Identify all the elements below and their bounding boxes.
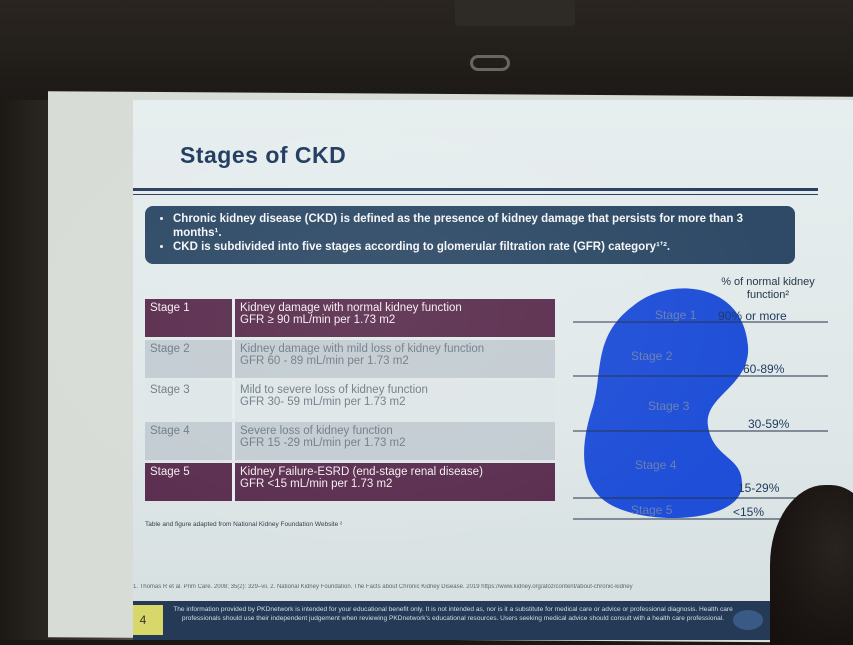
kidney-stage-label: Stage 3 bbox=[648, 399, 690, 413]
kidney-stage-label: Stage 5 bbox=[631, 503, 673, 517]
kidney-stage-label: Stage 4 bbox=[635, 458, 677, 472]
kidney-pct-label: <15% bbox=[733, 505, 764, 519]
kidney-pct-label: 30-59% bbox=[748, 417, 790, 431]
kidney-function-header: % of normal kidney function² bbox=[721, 276, 815, 301]
stage-label: Stage 3 bbox=[145, 381, 235, 419]
stage-gfr-text: GFR 30- 59 mL/min per 1.73 m2 bbox=[240, 396, 406, 408]
stage-description: Mild to severe loss of kidney function G… bbox=[235, 381, 555, 419]
stage-table: Stage 1 Kidney damage with normal kidney… bbox=[145, 296, 555, 504]
kidney-pct-label: 90% or more bbox=[718, 309, 787, 323]
table-row: Stage 4 Severe loss of kidney function G… bbox=[145, 422, 555, 460]
ceiling-fixture bbox=[455, 0, 575, 26]
table-row: Stage 3 Mild to severe loss of kidney fu… bbox=[145, 381, 555, 419]
organization-logo-icon bbox=[733, 610, 763, 630]
title-rule-thin bbox=[133, 194, 818, 195]
definition-box: Chronic kidney disease (CKD) is defined … bbox=[145, 206, 795, 264]
stage-desc-text: Kidney damage with mild loss of kidney f… bbox=[240, 343, 485, 355]
stage-description: Severe loss of kidney function GFR 15 -2… bbox=[235, 422, 555, 460]
audience-member-silhouette bbox=[770, 485, 853, 645]
references-footnote: 1. Thomas R et al. Prim Care. 2008; 35(2… bbox=[133, 584, 633, 590]
stage-description: Kidney damage with normal kidney functio… bbox=[235, 299, 555, 337]
stage-description: Kidney damage with mild loss of kidney f… bbox=[235, 340, 555, 378]
presentation-slide: Stages of CKD Chronic kidney disease (CK… bbox=[133, 100, 853, 640]
stage-gfr-text: GFR 15 -29 mL/min per 1.73 m2 bbox=[240, 437, 406, 449]
stage-desc-text: Kidney damage with normal kidney functio… bbox=[240, 302, 462, 314]
kidney-stage-label: Stage 1 bbox=[655, 308, 697, 322]
table-row: Stage 1 Kidney damage with normal kidney… bbox=[145, 299, 555, 337]
table-caption: Table and figure adapted from National K… bbox=[145, 521, 343, 528]
kidney-pct-label: 15-29% bbox=[738, 481, 780, 495]
page-number: 4 bbox=[133, 605, 163, 635]
stage-desc-text: Kidney Failure-ESRD (end-stage renal dis… bbox=[240, 466, 483, 478]
kidney-pct-label: 60-89% bbox=[743, 362, 785, 376]
bullet-item: Chronic kidney disease (CKD) is defined … bbox=[173, 212, 783, 240]
kidney-stage-label: Stage 2 bbox=[631, 349, 673, 363]
bullet-item: CKD is subdivided into five stages accor… bbox=[173, 240, 783, 254]
stage-gfr-text: GFR <15 mL/min per 1.73 m2 bbox=[240, 478, 393, 490]
stage-label: Stage 2 bbox=[145, 340, 235, 378]
table-row: Stage 2 Kidney damage with mild loss of … bbox=[145, 340, 555, 378]
stage-label: Stage 1 bbox=[145, 299, 235, 337]
room-ceiling bbox=[0, 0, 853, 100]
kidney-diagram: Stage 1 Stage 2 Stage 3 Stage 4 Stage 5 … bbox=[573, 288, 828, 520]
kidney-shape-icon bbox=[584, 288, 749, 518]
stage-desc-text: Severe loss of kidney function bbox=[240, 425, 393, 437]
stage-label: Stage 5 bbox=[145, 463, 235, 501]
stage-gfr-text: GFR 60 - 89 mL/min per 1.73 m2 bbox=[240, 355, 409, 367]
stage-label: Stage 4 bbox=[145, 422, 235, 460]
projector-mount bbox=[470, 55, 510, 71]
disclaimer-text: The information provided by PKDnetwork i… bbox=[173, 606, 733, 622]
stage-gfr-text: GFR ≥ 90 mL/min per 1.73 m2 bbox=[240, 314, 396, 326]
table-row: Stage 5 Kidney Failure-ESRD (end-stage r… bbox=[145, 463, 555, 501]
title-rule bbox=[133, 188, 818, 191]
slide-title: Stages of CKD bbox=[180, 142, 347, 168]
stage-desc-text: Mild to severe loss of kidney function bbox=[240, 384, 428, 396]
stage-description: Kidney Failure-ESRD (end-stage renal dis… bbox=[235, 463, 555, 501]
